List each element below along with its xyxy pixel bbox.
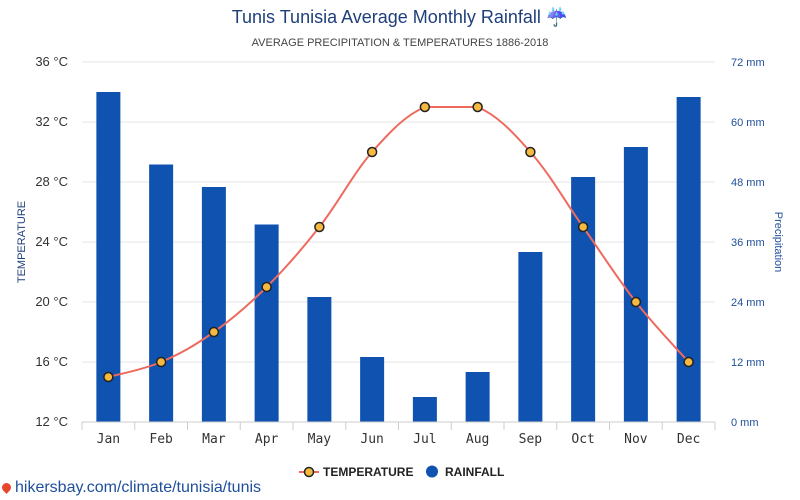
y-right-tick-label: 36 mm — [731, 237, 765, 249]
rainfall-bar — [465, 372, 490, 422]
rainfall-bar — [201, 187, 226, 422]
rainfall-bar — [96, 92, 121, 422]
y-left-tick-label: 36 °C — [35, 54, 68, 69]
temperature-point — [630, 296, 642, 308]
x-tick-label: Sep — [519, 432, 543, 447]
temperature-point — [366, 146, 378, 158]
y-left-tick-label: 20 °C — [35, 294, 68, 309]
x-tick-label: May — [308, 432, 332, 447]
x-tick-label: Jul — [413, 432, 436, 447]
source-link[interactable]: hikersbay.com/climate/tunisia/tunis — [0, 479, 262, 497]
rainfall-bar — [623, 147, 648, 422]
y-right-tick-label: 12 mm — [731, 357, 765, 369]
y-left-tick-label: 24 °C — [35, 234, 68, 249]
y-right-tick-label: 72 mm — [731, 57, 765, 69]
y-left-tick-label: 12 °C — [35, 414, 68, 429]
y-axis-right-label: Precipitation — [772, 212, 784, 273]
legend-label-temperature: TEMPERATURE — [323, 465, 413, 479]
left-axis-ticks: 12 °C 16 °C 20 °C 24 °C 28 °C 32 °C 36 °C — [35, 54, 68, 429]
map-pin-icon — [0, 480, 13, 494]
rainfall-bar — [307, 297, 332, 422]
temperature-point — [525, 146, 536, 158]
rainfall-bar — [676, 97, 701, 422]
legend: TEMPERATURE RAINFALL — [299, 465, 504, 479]
grid-lines — [82, 61, 715, 423]
x-tick-label: Jan — [97, 432, 120, 447]
source-link-text: hikersbay.com/climate/tunisia/tunis — [15, 479, 262, 496]
x-tick-label: Feb — [149, 432, 173, 447]
chart-title: Tunis Tunisia Average Monthly Rainfall ☔ — [232, 6, 569, 27]
x-tick-label: Mar — [202, 432, 226, 447]
temperature-point — [577, 221, 589, 233]
rainfall-bar — [360, 357, 385, 422]
temperature-point — [472, 101, 483, 113]
y-right-tick-label: 48 mm — [731, 177, 765, 189]
x-tick-label: Nov — [624, 432, 648, 447]
rainfall-bar — [518, 252, 543, 422]
chart-subtitle: AVERAGE PRECIPITATION & TEMPERATURES 188… — [252, 37, 549, 49]
legend-item-rainfall[interactable]: RAINFALL — [426, 465, 504, 479]
x-tick-label: Jun — [360, 432, 383, 447]
rainfall-bar — [149, 164, 174, 422]
y-left-tick-label: 32 °C — [35, 114, 68, 129]
temperature-point — [208, 326, 220, 338]
legend-label-rainfall: RAINFALL — [445, 465, 504, 479]
temperature-line — [103, 101, 694, 383]
legend-bar-marker — [426, 465, 438, 478]
x-axis: Jan Feb Mar Apr May Jun Jul Aug Sep Oct Nov Dec — [81, 421, 716, 447]
rainfall-bar — [254, 224, 279, 422]
rainfall-bar — [571, 177, 596, 422]
legend-point-marker — [303, 466, 315, 478]
y-right-tick-label: 24 mm — [731, 297, 765, 309]
rainfall-bars — [96, 92, 701, 422]
temperature-point — [261, 281, 272, 293]
y-left-tick-label: 16 °C — [35, 354, 68, 369]
temperature-point — [419, 101, 431, 113]
temperature-point — [103, 371, 114, 383]
rainfall-bar — [412, 397, 437, 422]
x-tick-label: Aug — [466, 432, 489, 447]
temperature-point — [683, 356, 694, 368]
y-axis-left-label: TEMPERATURE — [16, 201, 28, 283]
temperature-point — [155, 356, 167, 368]
y-left-tick-label: 28 °C — [35, 174, 68, 189]
temperature-point — [314, 221, 325, 233]
x-tick-label: Apr — [255, 432, 279, 447]
legend-item-temperature[interactable]: TEMPERATURE — [299, 465, 413, 479]
x-tick-label: Dec — [677, 432, 700, 447]
y-right-tick-label: 0 mm — [731, 417, 759, 429]
right-axis-ticks: 0 mm 12 mm 24 mm 36 mm 48 mm 60 mm 72 mm — [731, 57, 765, 429]
x-tick-label: Oct — [571, 432, 594, 447]
y-right-tick-label: 60 mm — [731, 117, 765, 129]
